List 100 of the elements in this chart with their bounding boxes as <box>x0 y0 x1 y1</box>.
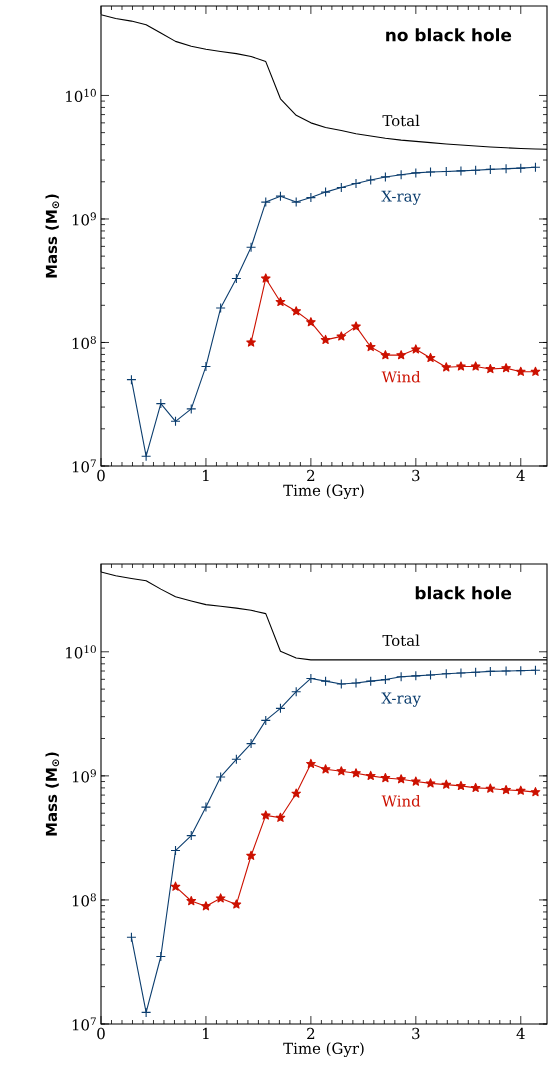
point <box>320 764 331 774</box>
point <box>336 678 347 690</box>
point <box>365 341 376 352</box>
point <box>425 166 436 178</box>
point <box>501 665 512 677</box>
point <box>530 366 541 376</box>
x-tick-label: 0 <box>97 469 105 482</box>
point <box>425 669 436 681</box>
point <box>515 785 526 795</box>
point <box>215 303 226 314</box>
point <box>380 350 391 360</box>
point <box>456 361 466 371</box>
point <box>350 677 362 689</box>
point <box>456 780 466 791</box>
series-label: Total <box>382 114 420 127</box>
point <box>380 171 391 182</box>
point <box>260 810 271 820</box>
series-label: X-ray <box>381 692 421 707</box>
point <box>441 779 452 789</box>
text: black hole <box>415 586 512 600</box>
point <box>320 334 331 345</box>
point <box>246 738 257 749</box>
point <box>305 673 316 684</box>
point <box>501 363 511 373</box>
point <box>246 242 257 253</box>
point <box>396 169 407 180</box>
point <box>351 768 361 778</box>
point <box>320 676 331 687</box>
x-tick-label: 1 <box>203 469 209 481</box>
point <box>396 774 406 784</box>
point <box>291 788 302 798</box>
point <box>186 403 197 414</box>
point <box>306 317 316 327</box>
x-tick-label: 4 <box>516 469 525 481</box>
point <box>246 337 256 347</box>
point <box>365 676 376 687</box>
point <box>200 361 211 372</box>
point <box>501 163 512 174</box>
x-tick-label: 1 <box>203 1027 209 1039</box>
point <box>141 1007 152 1018</box>
point <box>275 296 286 307</box>
series-label: Total <box>382 634 420 647</box>
point <box>170 881 181 891</box>
x-tick-label: 3 <box>412 469 420 482</box>
y-tick-label: 10$^{10}$ <box>66 645 96 659</box>
point <box>215 893 226 903</box>
y-tick-label: 10$^{7}$ <box>72 459 96 473</box>
point <box>485 363 496 374</box>
point <box>455 165 466 176</box>
point <box>501 784 511 795</box>
point <box>515 163 526 174</box>
y-tick-label: 10$^{10}$ <box>66 88 96 103</box>
point <box>470 361 481 371</box>
y-axis-title: Mass (M$_{⊙}$) <box>45 194 60 278</box>
point <box>425 352 436 363</box>
point <box>485 783 496 793</box>
series-label: Wind <box>381 371 421 383</box>
point <box>305 192 316 203</box>
point <box>291 306 302 316</box>
point <box>291 197 302 208</box>
point <box>441 362 452 372</box>
y-tick-label: 10$^{7}$ <box>72 1017 96 1031</box>
point <box>231 899 242 909</box>
point <box>260 197 271 208</box>
point <box>215 771 226 782</box>
point <box>365 770 376 781</box>
point <box>470 782 481 793</box>
series-label: Wind <box>381 795 421 807</box>
point <box>186 895 197 906</box>
point <box>380 773 391 783</box>
y-tick-label: 10$^{8}$ <box>72 335 96 350</box>
point <box>411 776 421 786</box>
x-axis-title: Time (Gyr) <box>283 484 364 500</box>
x-tick-label: 3 <box>412 1027 420 1040</box>
point <box>410 167 421 178</box>
y-tick-label: 10$^{9}$ <box>72 212 96 226</box>
text: no black hole <box>386 28 512 42</box>
point <box>396 350 406 360</box>
point <box>350 178 362 189</box>
x-axis-title: Time (Gyr) <box>283 1042 364 1058</box>
point <box>200 802 211 813</box>
point <box>246 850 256 860</box>
point <box>530 787 541 797</box>
x-tick-label: 2 <box>307 469 315 481</box>
point <box>141 451 152 462</box>
point <box>351 321 361 331</box>
point <box>201 901 211 911</box>
point <box>320 187 331 198</box>
point <box>260 273 271 283</box>
point <box>425 778 436 788</box>
point <box>515 366 526 376</box>
x-tick-label: 2 <box>307 1027 315 1039</box>
point <box>275 812 286 822</box>
y-tick-label: 10$^{8}$ <box>72 893 96 907</box>
x-tick-label: 4 <box>516 1027 525 1039</box>
x-tick-label: 0 <box>97 1027 105 1040</box>
point <box>396 671 407 682</box>
point <box>306 758 316 769</box>
y-tick-label: 10$^{9}$ <box>72 769 96 783</box>
point <box>336 331 347 341</box>
